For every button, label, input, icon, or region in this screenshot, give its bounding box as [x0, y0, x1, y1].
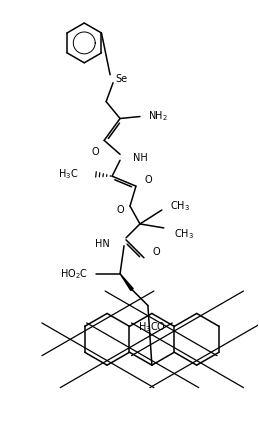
Polygon shape: [120, 273, 133, 290]
Text: HN: HN: [95, 239, 110, 249]
Text: NH: NH: [133, 153, 148, 163]
Text: CH$_3$: CH$_3$: [170, 199, 190, 213]
Text: H$_3$CO: H$_3$CO: [138, 321, 166, 334]
Text: O: O: [152, 247, 160, 257]
Text: CH$_3$: CH$_3$: [174, 227, 194, 241]
Text: O: O: [116, 205, 124, 215]
Text: Se: Se: [115, 74, 127, 84]
Text: NH$_2$: NH$_2$: [148, 110, 168, 123]
Text: O: O: [144, 175, 152, 185]
Text: H$_3$C: H$_3$C: [58, 167, 78, 181]
Text: HO$_2$C: HO$_2$C: [60, 267, 88, 281]
Text: O: O: [91, 147, 99, 157]
